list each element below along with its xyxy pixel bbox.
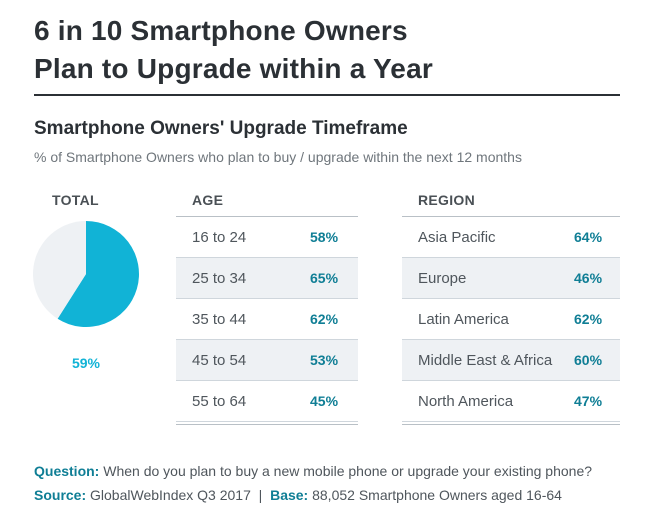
- age-row-value: 58%: [310, 229, 339, 245]
- chart-subtitle: Smartphone Owners' Upgrade Timeframe: [34, 118, 408, 139]
- age-row-value: 65%: [310, 270, 339, 286]
- age-row-value: 53%: [310, 352, 339, 368]
- age-row-value: 45%: [310, 393, 339, 409]
- region-header: REGION: [418, 192, 476, 208]
- age-row-label: 45 to 54: [192, 351, 247, 369]
- age-row-label: 55 to 64: [192, 392, 247, 410]
- region-row-label: Latin America: [418, 310, 509, 328]
- region-row: North America 47%: [402, 381, 620, 422]
- age-header: AGE: [192, 192, 224, 208]
- region-row: Middle East & Africa 60%: [402, 340, 620, 381]
- source-separator: |: [250, 487, 271, 503]
- age-row: 55 to 64 45%: [176, 381, 358, 422]
- region-row-value: 64%: [574, 229, 603, 245]
- region-row-label: Middle East & Africa: [418, 351, 553, 369]
- question-text: When do you plan to buy a new mobile pho…: [99, 463, 593, 479]
- total-pie-chart: [32, 220, 140, 328]
- region-table-bottom-rule: [402, 424, 620, 425]
- source-text: GlobalWebIndex Q3 2017: [86, 487, 251, 503]
- region-row-value: 46%: [574, 270, 603, 286]
- age-row: 45 to 54 53%: [176, 340, 358, 381]
- region-row-label: North America: [418, 392, 514, 410]
- title-divider: [34, 94, 620, 96]
- page-title: 6 in 10 Smartphone Owners Plan to Upgrad…: [34, 12, 624, 88]
- age-row-value: 62%: [310, 311, 339, 327]
- region-row-value: 47%: [574, 393, 603, 409]
- region-header-rule: [402, 216, 620, 217]
- age-row: 25 to 34 65%: [176, 258, 358, 299]
- age-row: 35 to 44 62%: [176, 299, 358, 340]
- base-label: Base:: [270, 487, 309, 503]
- age-header-rule: [176, 216, 358, 217]
- region-row-label: Asia Pacific: [418, 228, 496, 246]
- region-table: Asia Pacific 64% Europe 46% Latin America 62%…: [402, 217, 620, 422]
- chart-description: % of Smartphone Owners who plan to buy /…: [34, 149, 522, 165]
- age-table: 16 to 24 58% 25 to 34 65% 35 to 44 62% 45 to 5…: [176, 217, 358, 422]
- region-row-value: 62%: [574, 311, 603, 327]
- base-text: 88,052 Smartphone Owners aged 16-64: [308, 487, 562, 503]
- question-label: Question:: [34, 463, 100, 479]
- age-row-label: 35 to 44: [192, 310, 247, 328]
- pie-svg: [33, 221, 139, 327]
- source-label: Source:: [34, 487, 87, 503]
- region-row: Europe 46%: [402, 258, 620, 299]
- footer-source: Source: GlobalWebIndex Q3 2017 | Base: 8…: [34, 487, 562, 503]
- region-row-label: Europe: [418, 269, 467, 287]
- footer-question: Question: When do you plan to buy a new …: [34, 463, 592, 479]
- total-header: TOTAL: [52, 192, 99, 208]
- pie-slice-upgrade: [57, 221, 139, 327]
- age-table-bottom-rule: [176, 424, 358, 425]
- age-row-label: 16 to 24: [192, 228, 247, 246]
- age-row-label: 25 to 34: [192, 269, 247, 287]
- title-line-1: 6 in 10 Smartphone Owners: [34, 15, 408, 46]
- age-row: 16 to 24 58%: [176, 217, 358, 258]
- title-line-2: Plan to Upgrade within a Year: [34, 53, 433, 84]
- total-pie-label: 59%: [71, 355, 101, 371]
- region-row: Latin America 62%: [402, 299, 620, 340]
- region-row: Asia Pacific 64%: [402, 217, 620, 258]
- region-row-value: 60%: [574, 352, 603, 368]
- pie-slice-other: [33, 221, 86, 319]
